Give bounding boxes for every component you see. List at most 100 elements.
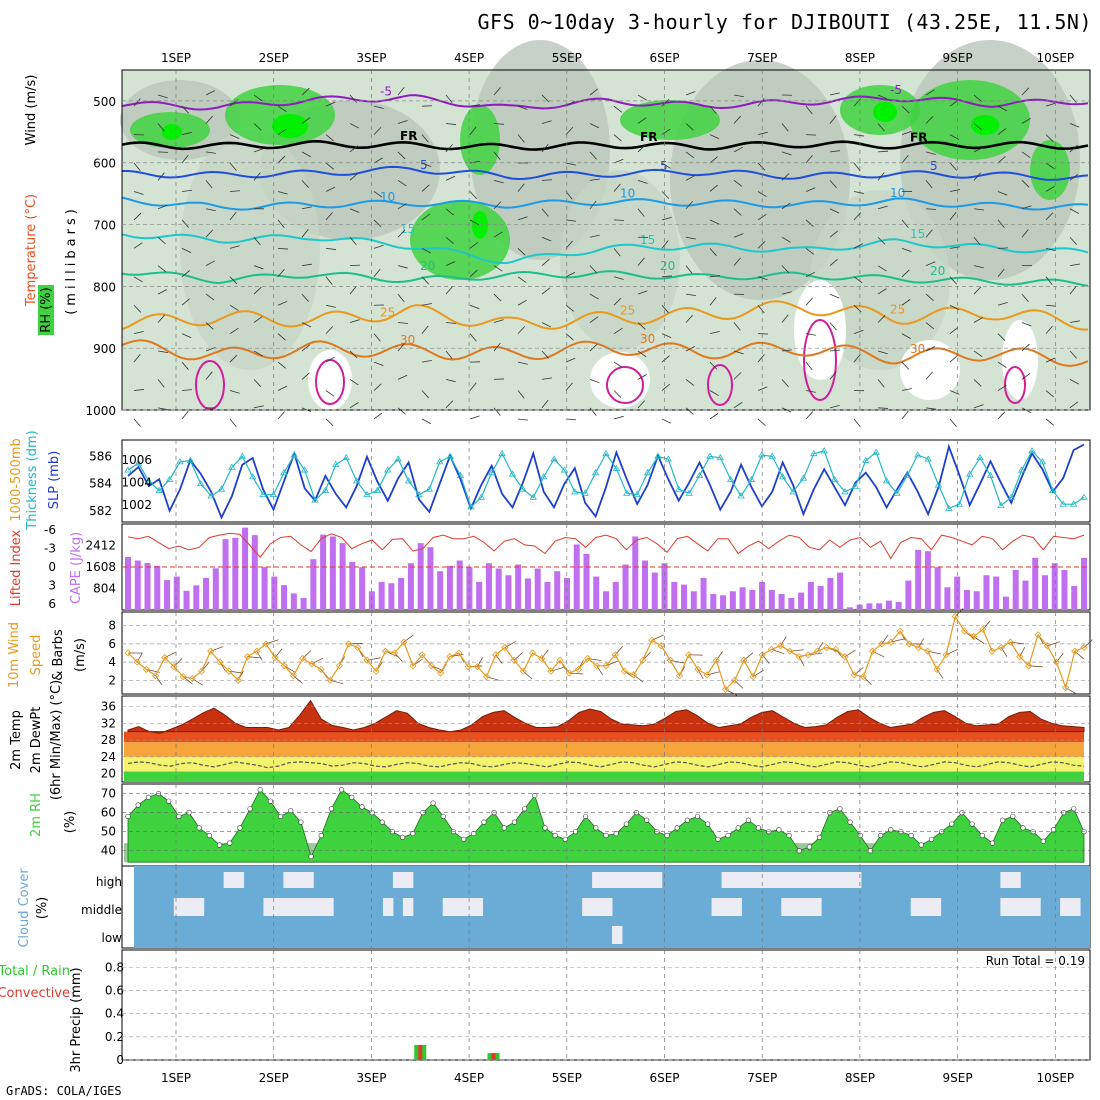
wind-barb bbox=[901, 247, 912, 253]
wind-barb bbox=[997, 156, 1006, 164]
wind-barb bbox=[517, 248, 526, 256]
cape-bar bbox=[544, 581, 551, 610]
wind-barb bbox=[925, 346, 936, 352]
wind-barb bbox=[253, 148, 264, 153]
rh-point bbox=[542, 825, 548, 831]
wind-barb bbox=[709, 412, 719, 420]
cape-bar bbox=[398, 577, 405, 610]
wind-barb bbox=[445, 379, 456, 383]
wind-barb bbox=[757, 304, 765, 314]
wind-barb bbox=[469, 104, 480, 107]
wind-point bbox=[446, 653, 454, 661]
wind-barb bbox=[397, 87, 405, 96]
cape-bar bbox=[300, 597, 307, 610]
cape-bar bbox=[885, 600, 892, 610]
series-line-thickness bbox=[127, 449, 1085, 510]
wind-point bbox=[547, 667, 555, 675]
wind-barb bbox=[469, 415, 480, 420]
wind-point bbox=[675, 672, 684, 680]
wind-barb bbox=[421, 247, 432, 254]
cloud-cell-high bbox=[741, 872, 752, 888]
cloud-cell-middle bbox=[592, 898, 603, 916]
cape-bar bbox=[339, 543, 346, 610]
wind-barb bbox=[277, 128, 287, 135]
wind-point bbox=[694, 665, 702, 673]
rh-region-dry bbox=[794, 280, 846, 380]
wind-barb bbox=[517, 390, 525, 399]
wind-barb bbox=[901, 155, 909, 164]
wind-barb bbox=[877, 265, 887, 272]
cloud-cell-high bbox=[821, 872, 832, 888]
rh-point bbox=[715, 836, 721, 842]
wind-barb bbox=[493, 87, 501, 96]
wind-barb bbox=[709, 297, 717, 306]
rh-point bbox=[288, 808, 294, 814]
thickness-point bbox=[529, 493, 537, 500]
upper-ylabel-rh: RH (%) bbox=[39, 287, 54, 332]
wind-barb bbox=[517, 299, 527, 306]
wind-barb bbox=[421, 162, 432, 168]
wind-barb bbox=[925, 407, 936, 410]
rh-point bbox=[603, 832, 609, 839]
wind-barb bbox=[613, 105, 623, 113]
cape-bar bbox=[515, 564, 522, 610]
wind-barb bbox=[757, 276, 768, 281]
rh-point bbox=[755, 825, 762, 831]
cape-bar bbox=[1071, 585, 1078, 610]
rh-point bbox=[623, 821, 629, 827]
wind-point bbox=[197, 667, 206, 675]
rh-region-green bbox=[460, 105, 500, 175]
cape-bar bbox=[456, 560, 463, 610]
rh-point bbox=[776, 827, 782, 833]
wind-barb bbox=[301, 372, 310, 380]
rh-point bbox=[430, 800, 436, 806]
wind-point bbox=[721, 685, 730, 694]
wind-barb bbox=[877, 94, 888, 100]
wind-barb bbox=[733, 257, 741, 266]
wind-point bbox=[253, 647, 261, 655]
wind-barb bbox=[637, 322, 646, 330]
temp-contour-35 bbox=[1004, 366, 1026, 404]
wind-barb bbox=[229, 190, 241, 192]
thickness-point bbox=[862, 456, 870, 463]
cape-bar bbox=[583, 553, 590, 610]
wind-point bbox=[731, 676, 739, 684]
wind-barb bbox=[517, 276, 527, 283]
wind-barb bbox=[757, 386, 768, 391]
wind-barb bbox=[1069, 320, 1080, 323]
slp-panel-frame bbox=[121, 439, 1091, 523]
cape-bar bbox=[232, 537, 239, 610]
wind-barb bbox=[445, 175, 456, 181]
wind-barb bbox=[613, 297, 622, 306]
rh-point bbox=[735, 825, 741, 831]
wind-barb bbox=[349, 145, 359, 153]
wind-barb-10m bbox=[136, 652, 143, 663]
wind-barb bbox=[133, 98, 141, 107]
cape-bar bbox=[632, 536, 639, 610]
wind-barb bbox=[1021, 373, 1031, 380]
upper-rh-swatch bbox=[38, 285, 54, 335]
wind-barb bbox=[421, 134, 429, 143]
wind-point bbox=[960, 627, 969, 635]
precip-bar-convective bbox=[418, 1044, 423, 1060]
wind-point bbox=[657, 642, 665, 650]
wind-barb bbox=[733, 233, 744, 238]
wind-barb bbox=[925, 371, 933, 380]
day-label-bottom: 8SEP bbox=[845, 1071, 875, 1085]
thickness-point bbox=[550, 455, 558, 462]
temp-tick: 28 bbox=[101, 733, 116, 747]
wind-barb bbox=[877, 407, 889, 409]
rh-point bbox=[745, 817, 751, 823]
wind-tick: 2 bbox=[108, 673, 116, 687]
cloud-cell-middle bbox=[452, 898, 464, 916]
wind-barb bbox=[1045, 185, 1055, 192]
wind-barb bbox=[1069, 286, 1077, 295]
wind-barb bbox=[661, 128, 671, 135]
thickness-point bbox=[145, 477, 153, 484]
rh-point bbox=[410, 830, 416, 837]
cape-bar bbox=[554, 571, 561, 610]
cape-bar bbox=[642, 560, 649, 610]
wind-barb bbox=[469, 382, 477, 391]
wind-barb bbox=[133, 330, 144, 335]
wind-point bbox=[409, 662, 417, 670]
